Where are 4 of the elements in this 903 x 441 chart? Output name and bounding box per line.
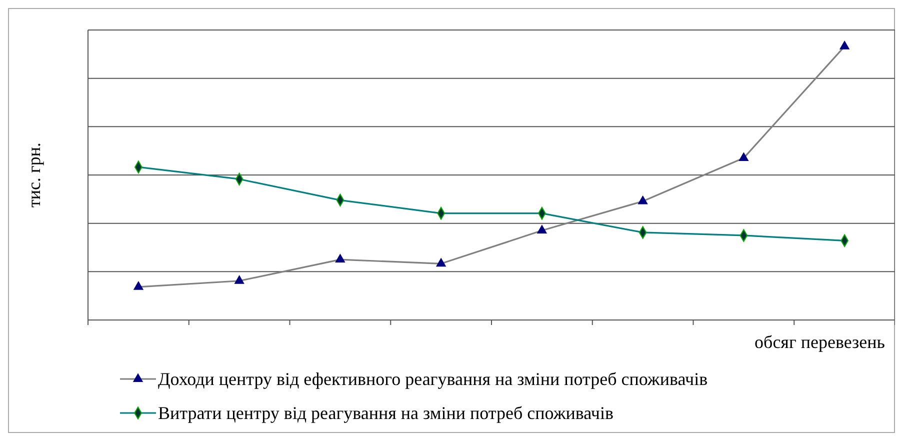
y-axis-title: тис. грн. xyxy=(24,142,44,208)
legend-label: Витрати центру від реагування на зміни потреб споживачів xyxy=(158,403,614,423)
x-axis-title: обсяг перевезень xyxy=(754,332,885,352)
legend-label: Доходи центру від ефективного реагування на зміни потреб споживачів xyxy=(158,369,708,389)
